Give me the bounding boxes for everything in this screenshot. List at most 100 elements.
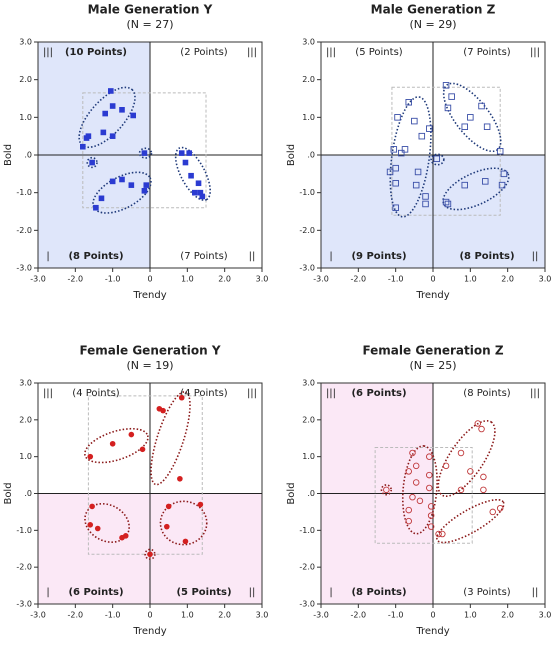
point xyxy=(422,200,429,208)
x-tick-label: 0 xyxy=(430,611,435,620)
point xyxy=(122,533,129,539)
point xyxy=(478,425,485,433)
quadrant-numeral: ||| xyxy=(326,388,336,399)
point xyxy=(480,473,487,481)
quadrant-count: (8 Points) xyxy=(459,251,514,262)
cluster-outline xyxy=(436,498,505,544)
quadrant-count: (4 Points) xyxy=(72,388,119,399)
point xyxy=(195,180,202,187)
point xyxy=(480,486,487,494)
quadrant-count: (9 Points) xyxy=(351,251,406,262)
point xyxy=(426,484,433,492)
quadrant-count: (5 Points) xyxy=(176,587,231,598)
y-tick-label: -2.0 xyxy=(299,226,315,235)
point xyxy=(80,143,86,150)
quadrant-count: (4 Points) xyxy=(180,388,227,399)
point xyxy=(489,508,496,516)
x-tick-label: 1.0 xyxy=(464,611,477,620)
x-tick-label: 1.0 xyxy=(181,611,194,620)
point xyxy=(102,110,108,117)
point xyxy=(427,512,435,519)
point xyxy=(426,125,433,132)
x-tick-label: 0 xyxy=(147,611,152,620)
x-tick-label: -3.0 xyxy=(313,611,329,620)
x-tick-label: -2.0 xyxy=(68,275,84,284)
point xyxy=(197,501,204,508)
y-tick-label: 1.0 xyxy=(19,452,32,461)
quadrant-shade xyxy=(321,493,433,604)
y-tick-label: 2.0 xyxy=(19,75,32,84)
point xyxy=(139,446,146,453)
quadrant-numeral: ||| xyxy=(43,388,53,399)
quadrant-numeral: ||| xyxy=(43,47,53,58)
x-tick-label: 0 xyxy=(147,275,152,284)
point xyxy=(147,551,153,558)
y-axis-label: Bold xyxy=(3,482,14,504)
point xyxy=(405,506,412,514)
x-tick-label: 2.0 xyxy=(501,611,514,620)
x-tick-label: 2.0 xyxy=(218,275,231,284)
mean-box xyxy=(82,92,207,209)
point xyxy=(178,150,185,156)
x-tick-label: 3.0 xyxy=(539,611,552,620)
quadrant-numeral: ||| xyxy=(530,47,540,58)
quadrant-shade xyxy=(433,155,545,268)
point xyxy=(98,195,105,202)
cluster-outline xyxy=(442,167,510,211)
point xyxy=(87,453,94,460)
quadrant-count: (8 Points) xyxy=(68,251,123,262)
point xyxy=(401,146,409,153)
x-tick-label: -3.0 xyxy=(30,275,46,284)
point xyxy=(433,155,440,163)
chart-title: Male Generation Y xyxy=(88,3,213,17)
point xyxy=(109,133,116,139)
x-axis-label: Trendy xyxy=(132,626,166,637)
cluster-outline xyxy=(174,146,212,201)
y-axis-label: Bold xyxy=(3,144,14,166)
point xyxy=(405,468,412,475)
point xyxy=(405,99,412,106)
quadrant-shade xyxy=(321,383,433,494)
point xyxy=(444,200,452,208)
point xyxy=(108,88,114,94)
quadrant-numeral: || xyxy=(249,587,256,598)
point xyxy=(119,176,125,183)
y-tick-label: .0 xyxy=(24,151,32,160)
x-axis-label: Trendy xyxy=(415,290,449,301)
x-tick-label: 3.0 xyxy=(256,275,269,284)
quadrant-numeral: ||| xyxy=(530,388,540,399)
point xyxy=(444,104,452,112)
x-tick-label: 3.0 xyxy=(539,275,552,284)
point xyxy=(392,179,399,187)
y-tick-label: -1.0 xyxy=(16,188,32,197)
quadrant-numeral: || xyxy=(532,587,539,598)
point xyxy=(130,112,136,119)
y-tick-label: -2.0 xyxy=(16,226,32,235)
x-tick-label: 1.0 xyxy=(181,275,194,284)
y-tick-label: 2.0 xyxy=(19,415,32,424)
quadrant-count: (2 Points) xyxy=(180,47,227,58)
x-tick-label: -1.0 xyxy=(388,275,404,284)
point xyxy=(457,486,465,494)
x-tick-label: -1.0 xyxy=(388,611,404,620)
panel: Male Generation Y(N = 27) -3.0 -2.0 -1.0 0 1.… xyxy=(3,3,268,302)
y-tick-label: -1.0 xyxy=(16,526,32,535)
y-tick-label: -2.0 xyxy=(16,563,32,572)
y-tick-label: -2.0 xyxy=(299,563,315,572)
y-tick-label: 3.0 xyxy=(302,379,315,388)
point xyxy=(109,178,116,185)
point xyxy=(442,462,450,470)
mean-box xyxy=(87,395,203,555)
y-tick-label: -1.0 xyxy=(299,188,315,197)
point xyxy=(414,168,422,176)
x-tick-label: -2.0 xyxy=(68,611,84,620)
y-tick-label: .0 xyxy=(307,489,315,498)
point xyxy=(435,530,442,538)
y-tick-label: 1.0 xyxy=(302,113,315,122)
point xyxy=(164,523,170,530)
cluster-outline xyxy=(84,427,149,464)
chart-subtitle: (N = 29) xyxy=(409,18,456,31)
point xyxy=(100,129,107,136)
quadrant-count: (6 Points) xyxy=(68,587,123,598)
